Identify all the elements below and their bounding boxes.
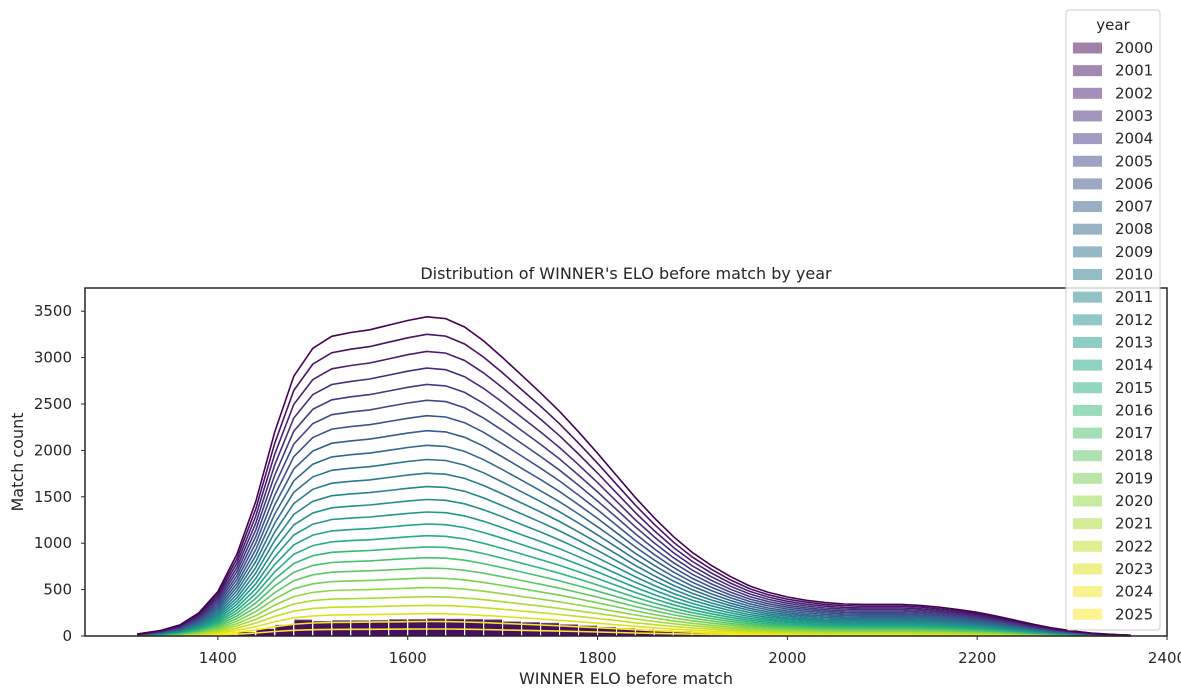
- y-tick-label: 2000: [34, 441, 72, 459]
- legend-label: 2025: [1115, 605, 1153, 623]
- kde-curve: [137, 367, 1131, 637]
- kde-curve: [137, 556, 1131, 637]
- legend-swatch: [1073, 223, 1102, 235]
- legend-label: 2008: [1115, 220, 1153, 238]
- legend-swatch: [1073, 382, 1102, 394]
- legend-swatch: [1073, 291, 1102, 303]
- kde-curve: [137, 429, 1131, 637]
- x-tick-label: 2000: [768, 649, 806, 667]
- legend-label: 2002: [1115, 84, 1153, 102]
- histogram-bar-segment: [293, 618, 314, 637]
- legend-swatch: [1073, 314, 1102, 326]
- y-tick-label: 3500: [34, 302, 72, 320]
- x-tick-label: 2200: [958, 649, 996, 667]
- legend-label: 2016: [1115, 401, 1153, 419]
- legend-swatch: [1073, 178, 1102, 190]
- legend-label: 2012: [1115, 311, 1153, 329]
- legend-label: 2007: [1115, 198, 1153, 216]
- y-tick-label: 0: [62, 627, 72, 645]
- legend-swatch: [1073, 359, 1102, 371]
- kde-curve: [137, 333, 1131, 637]
- legend-label: 2014: [1115, 356, 1153, 374]
- y-tick-label: 500: [43, 581, 72, 599]
- y-tick-label: 1500: [34, 488, 72, 506]
- histogram-bar-segment: [464, 617, 485, 637]
- kde-curve: [137, 414, 1131, 637]
- legend-label: 2023: [1115, 560, 1153, 578]
- legend-swatch: [1073, 472, 1102, 484]
- y-tick-label: 1000: [34, 534, 72, 552]
- legend-label: 2019: [1115, 469, 1153, 487]
- kde-curve: [137, 485, 1131, 637]
- legend-label: 2005: [1115, 152, 1153, 170]
- legend-swatch: [1073, 608, 1102, 620]
- legend-swatch: [1073, 563, 1102, 575]
- kde-curve: [137, 315, 1131, 637]
- kde-curve: [137, 383, 1131, 637]
- legend-swatch: [1073, 495, 1102, 507]
- x-axis-label: WINNER ELO before match: [519, 669, 733, 688]
- kde-curve: [137, 546, 1131, 637]
- legend-label: 2017: [1115, 424, 1153, 442]
- legend-swatch: [1073, 42, 1102, 54]
- legend-label: 2010: [1115, 266, 1153, 284]
- legend-label: 2022: [1115, 537, 1153, 555]
- legend-label: 2020: [1115, 492, 1153, 510]
- legend-swatch: [1073, 450, 1102, 462]
- kde-curves: [137, 315, 1131, 637]
- kde-curve: [137, 498, 1131, 637]
- legend-label: 2021: [1115, 515, 1153, 533]
- legend-swatch: [1073, 586, 1102, 598]
- legend-title: year: [1096, 16, 1130, 34]
- kde-curve: [137, 444, 1131, 637]
- legend: year 2000 2001 2002 2003 2004 2005 2006 2007 200…: [1065, 9, 1161, 631]
- legend-label: 2006: [1115, 175, 1153, 193]
- legend-label: 2011: [1115, 288, 1153, 306]
- kde-curve: [137, 534, 1131, 637]
- legend-label: 2013: [1115, 333, 1153, 351]
- legend-swatch: [1073, 269, 1102, 280]
- legend-swatch: [1073, 404, 1102, 416]
- kde-curve: [137, 523, 1131, 637]
- legend-label: 2001: [1115, 62, 1153, 80]
- y-tick-label: 2500: [34, 395, 72, 413]
- legend-label: 2003: [1115, 107, 1153, 125]
- histogram-bar-segment: [426, 617, 447, 637]
- legend-swatch: [1073, 201, 1102, 213]
- x-tick-label: 1400: [199, 649, 237, 667]
- legend-swatch: [1073, 518, 1102, 530]
- y-axis: 0 500 1000 1500 2000 2500 3000 3500: [34, 302, 85, 645]
- kde-curve: [137, 511, 1131, 637]
- legend-swatch: [1073, 246, 1102, 258]
- kde-curve: [137, 472, 1131, 637]
- legend-label: 2000: [1115, 39, 1153, 57]
- x-tick-label: 1800: [578, 649, 616, 667]
- legend-label: 2024: [1115, 583, 1153, 601]
- legend-swatch: [1073, 65, 1102, 77]
- legend-swatch: [1073, 87, 1102, 99]
- legend-label: 2004: [1115, 130, 1153, 148]
- legend-swatch: [1073, 336, 1102, 348]
- legend-swatch: [1073, 110, 1102, 122]
- legend-swatch: [1073, 427, 1102, 439]
- chart-title: Distribution of WINNER's ELO before matc…: [420, 264, 832, 283]
- legend-swatch: [1073, 155, 1102, 167]
- legend-label: 2009: [1115, 243, 1153, 261]
- legend-label: 2018: [1115, 447, 1153, 465]
- legend-swatch: [1073, 133, 1102, 145]
- legend-swatch: [1073, 540, 1102, 552]
- y-tick-label: 3000: [34, 349, 72, 367]
- kde-curve: [137, 350, 1131, 637]
- x-tick-label: 1600: [389, 649, 427, 667]
- histogram-bar-segment: [483, 618, 504, 637]
- kde-curve: [137, 399, 1131, 637]
- kde-curve: [137, 567, 1131, 637]
- kde-curve: [137, 458, 1131, 637]
- legend-label: 2015: [1115, 379, 1153, 397]
- y-axis-label: Match count: [8, 412, 27, 511]
- plot-frame: [84, 287, 1168, 637]
